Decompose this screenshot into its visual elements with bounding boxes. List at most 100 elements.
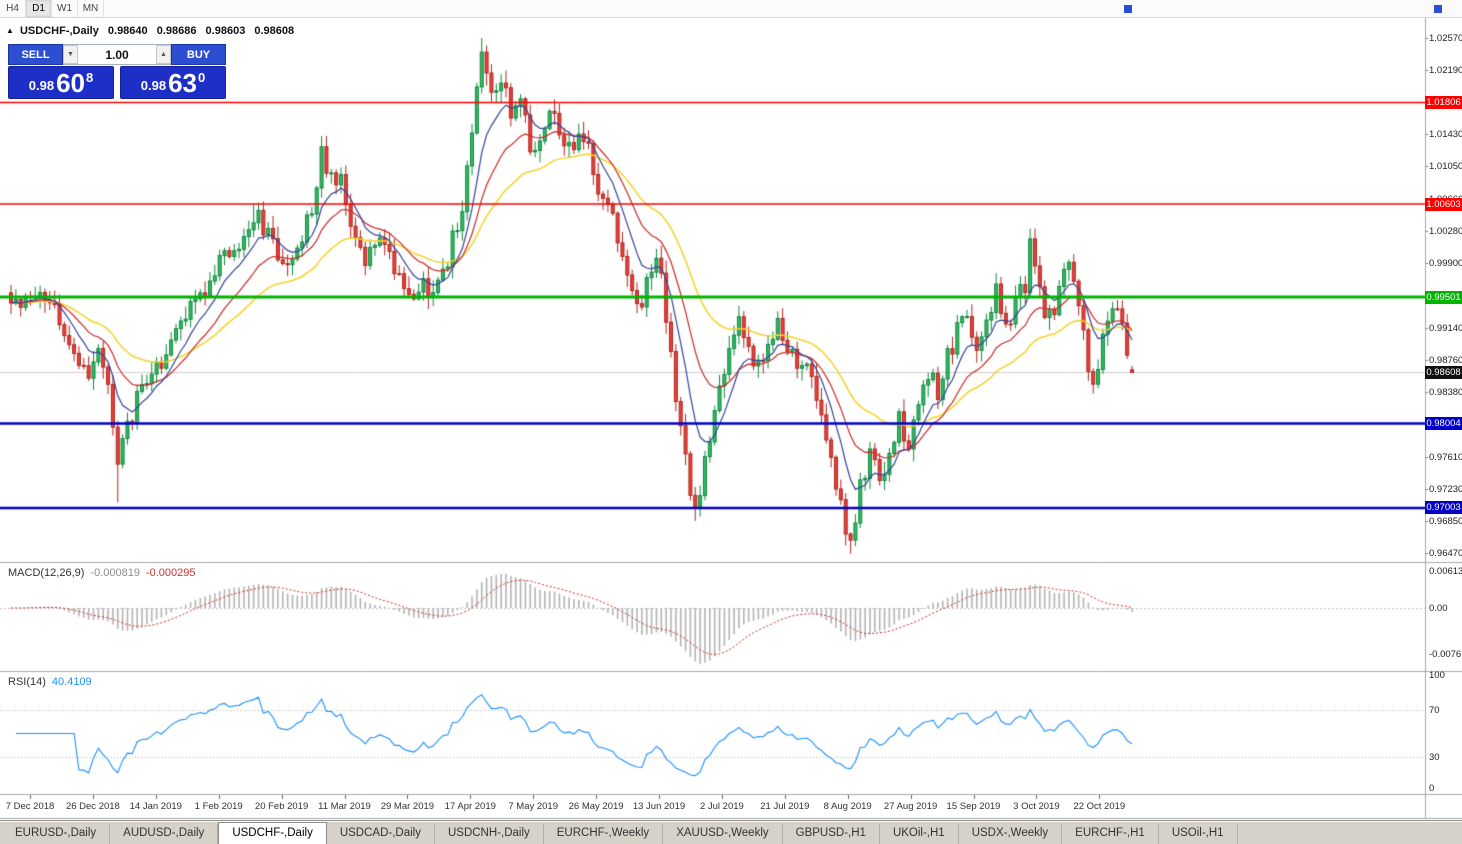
price-axis-label: 1.02190 <box>1429 65 1462 77</box>
price-badge-1.01806: 1.01806 <box>1425 95 1462 109</box>
chart-tab-usdx-weekly[interactable]: USDX-,Weekly <box>959 824 1063 844</box>
trade-prices-row: 0.98 60 8 0.98 63 0 <box>8 66 226 99</box>
macd-axis-label: -0.007612 <box>1429 648 1462 660</box>
date-axis-label[interactable]: 27 Aug 2019 <box>883 801 938 812</box>
chart-tab-usdchf-daily[interactable]: USDCHF-,Daily <box>218 822 327 844</box>
sell-price-sup: 8 <box>86 70 94 85</box>
date-axis-label[interactable]: 7 May 2019 <box>508 801 559 812</box>
date-axis-label[interactable]: 17 Apr 2019 <box>444 801 496 812</box>
date-axis-label[interactable]: 26 Dec 2018 <box>65 801 120 812</box>
price-badge-1.00603: 1.00603 <box>1425 197 1462 211</box>
sell-price-big: 60 <box>56 68 85 99</box>
buy-price-prefix: 0.98 <box>140 78 167 93</box>
ohlc-low: 0.98603 <box>205 25 246 37</box>
rsi-value: 40.4109 <box>51 676 92 688</box>
chart-tab-audusd-daily[interactable]: AUDUSD-,Daily <box>110 824 219 844</box>
rsi-axis-label: 100 <box>1429 670 1445 681</box>
macd-title-text: MACD(12,26,9) <box>8 567 85 579</box>
chart-tab-usdcad-daily[interactable]: USDCAD-,Daily <box>327 824 435 844</box>
buy-button[interactable]: BUY <box>171 44 226 65</box>
price-axis-label: 0.96850 <box>1429 515 1462 527</box>
buy-price-big: 63 <box>168 68 197 99</box>
chevron-up-icon: ▲ <box>160 51 167 58</box>
date-axis-label[interactable]: 3 Oct 2019 <box>1013 801 1060 812</box>
date-axis-label[interactable]: 21 Jul 2019 <box>760 801 810 812</box>
date-axis-label[interactable]: 13 Jun 2019 <box>632 801 686 812</box>
price-axis-label: 0.97230 <box>1429 483 1462 495</box>
buy-price-sup: 0 <box>198 70 206 85</box>
chart-tab-ukoil-h1[interactable]: UKOil-,H1 <box>880 824 959 844</box>
timeframe-button-d1[interactable]: D1 <box>26 0 52 17</box>
date-axis-label[interactable]: 1 Feb 2019 <box>194 801 243 812</box>
price-badge-0.97003: 0.97003 <box>1425 501 1462 515</box>
date-axis-label[interactable]: 14 Jan 2019 <box>129 801 182 812</box>
ohlc-high: 0.98686 <box>156 25 197 37</box>
macd-axis-label: 0.00613 <box>1429 565 1462 577</box>
sell-price-prefix: 0.98 <box>28 78 55 93</box>
price-axis-label: 0.96470 <box>1429 547 1462 559</box>
date-axis-label[interactable]: 2 Jul 2019 <box>699 801 744 812</box>
chart-shift-icon[interactable] <box>1124 5 1132 13</box>
volume-increase-button[interactable]: ▲ <box>156 45 171 64</box>
macd-axis-label: 0.00 <box>1429 603 1448 614</box>
price-badge-0.98004: 0.98004 <box>1425 416 1462 430</box>
chart-tab-eurusd-daily[interactable]: EURUSD-,Daily <box>2 824 111 844</box>
price-axis-label: 1.01430 <box>1429 129 1462 141</box>
timeframe-toolbar: H4 D1 W1 MN <box>0 0 1462 18</box>
buy-price[interactable]: 0.98 63 0 <box>120 66 226 99</box>
rsi-axis-label: 70 <box>1429 705 1440 717</box>
one-click-trading-panel: SELL ▼ 1.00 ▲ BUY 0.98 60 8 0.98 63 0 <box>8 44 226 99</box>
price-axis-label: 0.99900 <box>1429 258 1462 270</box>
date-axis-label[interactable]: 26 May 2019 <box>568 801 624 812</box>
ohlc-close: 0.98608 <box>254 25 295 37</box>
macd-main-value: -0.000819 <box>90 567 140 579</box>
chart-tab-gbpusd-h1[interactable]: GBPUSD-,H1 <box>783 824 880 844</box>
chart-tab-bar: EURUSD-,Daily AUDUSD-,Daily USDCHF-,Daily U… <box>0 820 1462 844</box>
rsi-title-text: RSI(14) <box>8 676 46 688</box>
price-up-icon: ▲ <box>6 26 14 35</box>
price-axis-label: 1.01050 <box>1429 161 1462 173</box>
timeframe-button-w1[interactable]: W1 <box>52 0 78 17</box>
price-axis-label: 0.97610 <box>1429 451 1462 463</box>
macd-signal-value: -0.000295 <box>145 567 196 579</box>
timeframe-button-mn[interactable]: MN <box>78 0 104 17</box>
volume-control: ▼ 1.00 ▲ <box>63 44 171 65</box>
date-axis-label[interactable]: 29 Mar 2019 <box>380 801 435 812</box>
symbol-ohlc-line: ▲ USDCHF-,Daily 0.98640 0.98686 0.98603 … <box>6 25 294 37</box>
timeframe-button-h4[interactable]: H4 <box>0 0 26 17</box>
date-axis-label[interactable]: 20 Feb 2019 <box>254 801 309 812</box>
sell-button[interactable]: SELL <box>8 44 63 65</box>
timeframe-button-group: H4 D1 W1 MN <box>0 0 104 17</box>
volume-decrease-button[interactable]: ▼ <box>63 45 78 64</box>
price-axis-label: 1.02570 <box>1429 33 1462 44</box>
ohlc-open: 0.98640 <box>107 25 148 37</box>
price-axis-label: 1.00280 <box>1429 226 1462 238</box>
volume-input[interactable]: 1.00 <box>105 47 129 62</box>
chart-tab-usdcnh-daily[interactable]: USDCNH-,Daily <box>435 824 544 844</box>
date-axis-label[interactable]: 15 Sep 2019 <box>946 801 1001 812</box>
trade-controls-row: SELL ▼ 1.00 ▲ BUY <box>8 44 226 65</box>
price-badge-0.99501: 0.99501 <box>1425 290 1462 304</box>
axis-corner-icon <box>1434 5 1442 13</box>
price-badge-0.98608: 0.98608 <box>1425 365 1462 379</box>
rsi-indicator-label: RSI(14) 40.4109 <box>8 676 92 688</box>
symbol-title: USDCHF-,Daily <box>19 25 99 37</box>
chevron-down-icon: ▼ <box>67 51 74 58</box>
rsi-axis-label: 30 <box>1429 751 1440 763</box>
chart-tab-xauusd-weekly[interactable]: XAUUSD-,Weekly <box>663 824 783 844</box>
date-axis-label[interactable]: 22 Oct 2019 <box>1073 801 1126 812</box>
price-axis-label: 0.98760 <box>1429 354 1462 366</box>
rsi-axis-label: 0 <box>1429 783 1435 794</box>
date-axis-label[interactable]: 11 Mar 2019 <box>318 801 371 812</box>
chart-tab-usoil-h1[interactable]: USOil-,H1 <box>1159 824 1238 844</box>
price-axis-label: 0.98380 <box>1429 386 1462 398</box>
date-axis-label[interactable]: 7 Dec 2018 <box>5 801 55 812</box>
price-axis-label: 0.99140 <box>1429 322 1462 334</box>
sell-price[interactable]: 0.98 60 8 <box>8 66 114 99</box>
chart-tab-eurchf-h1[interactable]: EURCHF-,H1 <box>1062 824 1159 844</box>
macd-indicator-label: MACD(12,26,9) -0.000819 -0.000295 <box>8 567 196 579</box>
chart-tab-eurchf-weekly[interactable]: EURCHF-,Weekly <box>544 824 664 844</box>
date-axis-label[interactable]: 8 Aug 2019 <box>823 801 872 812</box>
